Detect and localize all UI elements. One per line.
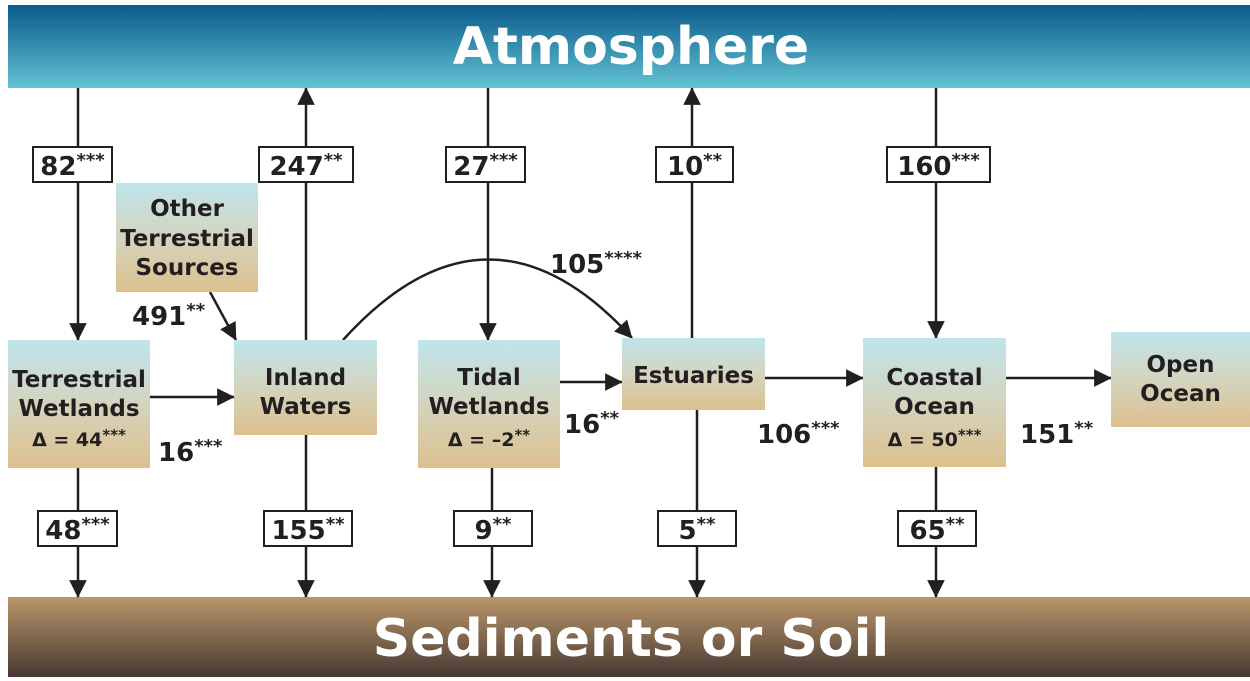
flux-stars: ** xyxy=(326,514,345,535)
flux-stars: *** xyxy=(194,436,223,457)
node-box xyxy=(8,340,150,468)
node-label: Wetlands xyxy=(18,396,139,422)
flux-stars: ** xyxy=(324,150,343,171)
flux-value: 106 xyxy=(757,420,811,450)
node-label: Wetlands xyxy=(428,394,549,420)
node-delta: Δ = 44*** xyxy=(32,426,126,451)
node-delta: Δ = –2** xyxy=(448,426,530,451)
flux-label: 491** xyxy=(132,300,206,332)
flux-value: 160 xyxy=(897,152,951,182)
delta-value: Δ = 50 xyxy=(888,429,958,451)
flux-value: 9 xyxy=(475,516,493,546)
flux-label: 16** xyxy=(564,408,620,440)
flux-stars: *** xyxy=(489,150,518,171)
node-label: Inland xyxy=(265,365,346,391)
flux-label: 151** xyxy=(1020,418,1094,450)
flux-stars: *** xyxy=(76,150,105,171)
flux-box xyxy=(258,146,354,183)
delta-value: Δ = 44 xyxy=(32,429,102,451)
flux-label: 5** xyxy=(679,514,717,546)
node-label: Open xyxy=(1147,352,1215,378)
sediments-label: Sediments or Soil xyxy=(373,609,889,669)
node-label: Ocean xyxy=(1140,381,1221,407)
flux-label: 105**** xyxy=(550,248,643,280)
flux-stars: ** xyxy=(703,150,722,171)
flux-box xyxy=(263,510,353,547)
node-label: Terrestrial xyxy=(120,226,254,252)
atmosphere-label: Atmosphere xyxy=(453,17,809,77)
flux-stars: ** xyxy=(697,514,716,535)
flux-stars: ** xyxy=(186,300,205,321)
flux-box xyxy=(445,146,526,183)
node-box xyxy=(622,338,765,410)
flux-value: 105 xyxy=(550,250,604,280)
flux-label: 65** xyxy=(909,514,965,546)
flux-value: 247 xyxy=(269,152,323,182)
flux-label: 247** xyxy=(269,150,343,182)
flux-value: 491 xyxy=(132,302,186,332)
flux-box xyxy=(897,510,977,547)
flux-value: 10 xyxy=(667,152,703,182)
node-label: Other xyxy=(150,196,225,222)
node-label: Tidal xyxy=(457,365,520,391)
delta-stars: *** xyxy=(102,426,126,444)
flux-value: 82 xyxy=(40,152,76,182)
flux-value: 65 xyxy=(909,516,945,546)
flux-label: 160*** xyxy=(897,150,980,182)
node-box xyxy=(116,183,258,292)
flux-label: 10** xyxy=(667,150,723,182)
arrow xyxy=(208,291,238,341)
node-label: Terrestrial xyxy=(12,367,146,393)
delta-value: Δ = –2 xyxy=(448,429,515,451)
flux-label: 16*** xyxy=(158,436,223,468)
flux-stars: ** xyxy=(946,514,965,535)
flux-value: 16 xyxy=(564,410,600,440)
delta-stars: ** xyxy=(514,426,530,444)
flux-stars: ** xyxy=(600,408,619,429)
flux-box xyxy=(37,510,118,547)
flux-value: 5 xyxy=(679,516,697,546)
node-label: Waters xyxy=(260,394,352,420)
sediments-band xyxy=(8,597,1250,677)
node-delta: Δ = 50*** xyxy=(888,426,982,451)
flux-stars: *** xyxy=(811,418,840,439)
flux-stars: *** xyxy=(81,514,110,535)
node-label: Ocean xyxy=(894,394,975,420)
flux-box xyxy=(655,146,734,183)
node-label: Coastal xyxy=(886,365,982,391)
atmosphere-band xyxy=(8,5,1250,88)
node-box xyxy=(418,340,560,468)
delta-stars: *** xyxy=(958,426,982,444)
flux-value: 155 xyxy=(271,516,325,546)
content: Other Terrestrial Sources Terrestrial Wetlan… xyxy=(8,146,1250,547)
flux-label: 9** xyxy=(475,514,513,546)
flux-value: 151 xyxy=(1020,420,1074,450)
flux-box xyxy=(886,146,991,183)
flux-stars: *** xyxy=(952,150,981,171)
node-box xyxy=(863,338,1006,467)
flux-label: 48*** xyxy=(45,514,110,546)
arrow xyxy=(342,258,633,341)
flux-value: 48 xyxy=(45,516,81,546)
node-box xyxy=(234,340,377,435)
flux-stars: ** xyxy=(493,514,512,535)
node-box xyxy=(1111,332,1250,427)
flux-box xyxy=(657,510,737,547)
node-label: Estuaries xyxy=(633,363,754,389)
flux-box xyxy=(453,510,533,547)
flux-label: 106*** xyxy=(757,418,840,450)
flux-box xyxy=(32,146,113,183)
node-label: Sources xyxy=(135,255,238,281)
flux-stars: ** xyxy=(1074,418,1093,439)
flux-label: 27*** xyxy=(453,150,518,182)
flux-value: 27 xyxy=(453,152,489,182)
flux-label: 82*** xyxy=(40,150,105,182)
flux-value: 16 xyxy=(158,438,194,468)
flux-stars: **** xyxy=(604,248,642,269)
flux-label: 155** xyxy=(271,514,345,546)
